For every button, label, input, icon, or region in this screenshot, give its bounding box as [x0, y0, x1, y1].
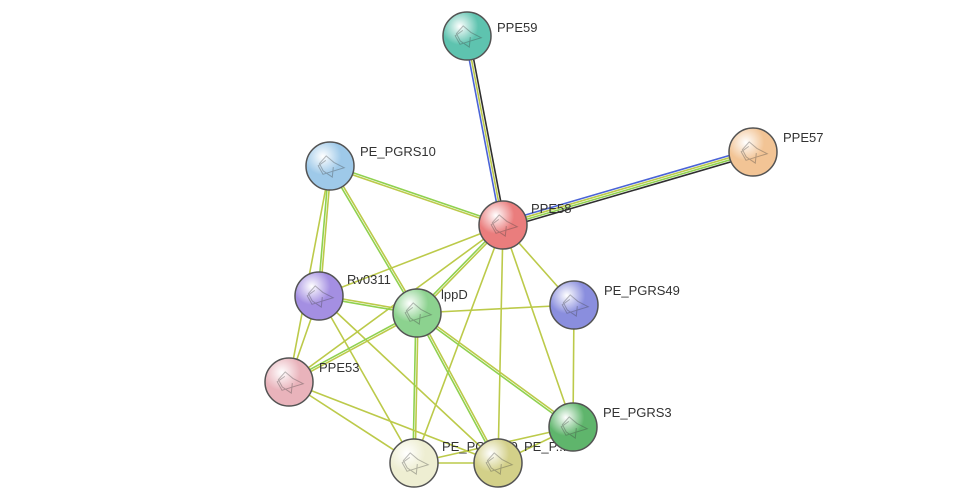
node-label: Rv0311 — [347, 272, 391, 287]
node-PPE59[interactable]: PPE59 — [443, 12, 537, 60]
edge — [498, 225, 503, 463]
node-circle[interactable] — [443, 12, 491, 60]
edge — [416, 314, 572, 428]
nodes-layer: PPE59 PE_PGRS10 PPE57 PPE58 Rv0311 lppD PE_PGR… — [265, 12, 823, 487]
node-circle[interactable] — [474, 439, 522, 487]
edge — [465, 36, 501, 225]
node-circle[interactable] — [295, 272, 343, 320]
node-PPE57[interactable]: PPE57 — [729, 128, 823, 176]
node-circle[interactable] — [479, 201, 527, 249]
node-circle[interactable] — [729, 128, 777, 176]
node-circle[interactable] — [393, 289, 441, 337]
node-PE_PGRS49[interactable]: PE_PGRS49 — [550, 281, 680, 329]
node-PE_PGRS10[interactable]: PE_PGRS10 — [306, 142, 436, 190]
node-circle[interactable] — [390, 439, 438, 487]
node-circle[interactable] — [306, 142, 354, 190]
edge — [330, 167, 503, 226]
protein-network-graph: PPE59 PE_PGRS10 PPE57 PPE58 Rv0311 lppD PE_PGR… — [0, 0, 975, 504]
node-PE_PGRS3[interactable]: PE_PGRS3 — [549, 403, 672, 451]
node-label: PE_PGRS49 — [604, 283, 680, 298]
node-label: PPE59 — [497, 20, 537, 35]
node-PE_PGRS31[interactable]: PE_P... — [474, 439, 566, 487]
node-label: PPE57 — [783, 130, 823, 145]
node-circle[interactable] — [550, 281, 598, 329]
edge — [504, 155, 754, 228]
edge — [331, 165, 418, 312]
edges-layer — [288, 36, 753, 464]
node-label: lppD — [441, 287, 468, 302]
node-label: PE_PGRS3 — [603, 405, 672, 420]
node-label: PPE58 — [531, 201, 571, 216]
node-label: PPE53 — [319, 360, 359, 375]
node-lppD[interactable]: lppD — [393, 287, 468, 337]
node-label: PE_PGRS10 — [360, 144, 436, 159]
edge — [469, 36, 505, 225]
node-circle[interactable] — [549, 403, 597, 451]
node-circle[interactable] — [265, 358, 313, 406]
node-Rv0311[interactable]: Rv0311 — [295, 272, 391, 320]
node-PPE58[interactable]: PPE58 — [479, 201, 571, 249]
edge — [330, 165, 503, 224]
edge — [467, 36, 503, 225]
